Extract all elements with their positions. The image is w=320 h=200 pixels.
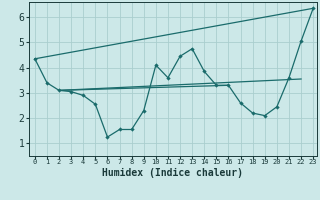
X-axis label: Humidex (Indice chaleur): Humidex (Indice chaleur) xyxy=(102,168,243,178)
